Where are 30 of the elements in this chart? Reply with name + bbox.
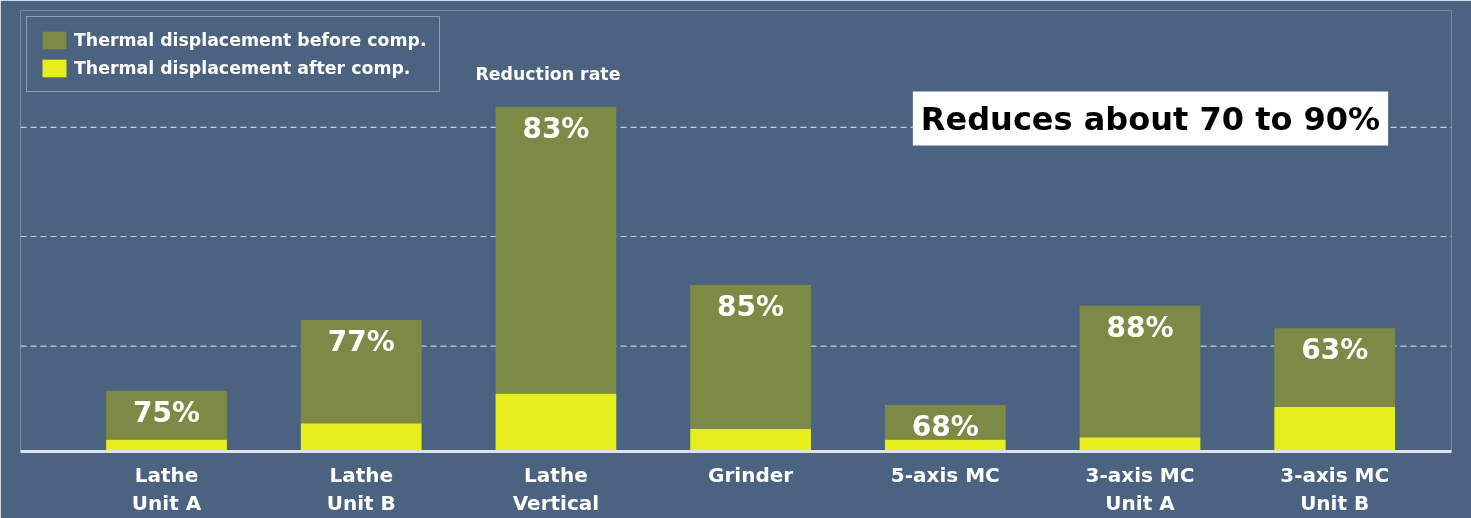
bar bbox=[690, 285, 811, 430]
annotation: 68% bbox=[911, 410, 979, 444]
annotation: 88% bbox=[1106, 310, 1174, 344]
annotation: Reduces about 70 to 90% bbox=[920, 99, 1381, 138]
bar bbox=[106, 439, 227, 452]
bar bbox=[1079, 305, 1201, 438]
bar bbox=[1079, 437, 1201, 452]
bar bbox=[495, 106, 617, 394]
x-tick-label: 5-axis MC bbox=[890, 462, 1000, 487]
legend-label: Thermal displacement after comp. bbox=[74, 58, 411, 78]
bar bbox=[300, 423, 422, 452]
x-tick-label: Lathe Unit B bbox=[326, 462, 396, 516]
legend-label: Thermal displacement before comp. bbox=[74, 30, 427, 50]
x-tick-label: 3-axis MC Unit B bbox=[1280, 462, 1390, 516]
x-tick-label: Lathe Vertical bbox=[512, 462, 600, 516]
text: Reduction rate bbox=[475, 63, 621, 84]
annotation: 83% bbox=[522, 112, 590, 146]
annotation: 63% bbox=[1301, 333, 1369, 367]
bar bbox=[1274, 328, 1396, 408]
bar bbox=[1274, 407, 1396, 452]
x-tick-label: Lathe Unit A bbox=[131, 462, 202, 516]
annotation: 75% bbox=[133, 396, 201, 430]
bar bbox=[495, 393, 617, 452]
bar bbox=[690, 429, 811, 452]
annotation: 77% bbox=[327, 325, 395, 359]
x-tick-label: Grinder bbox=[708, 462, 794, 487]
x-tick-label: 3-axis MC Unit A bbox=[1085, 462, 1195, 516]
annotation: 85% bbox=[717, 290, 785, 324]
bar bbox=[884, 439, 1006, 452]
bar bbox=[300, 319, 422, 424]
